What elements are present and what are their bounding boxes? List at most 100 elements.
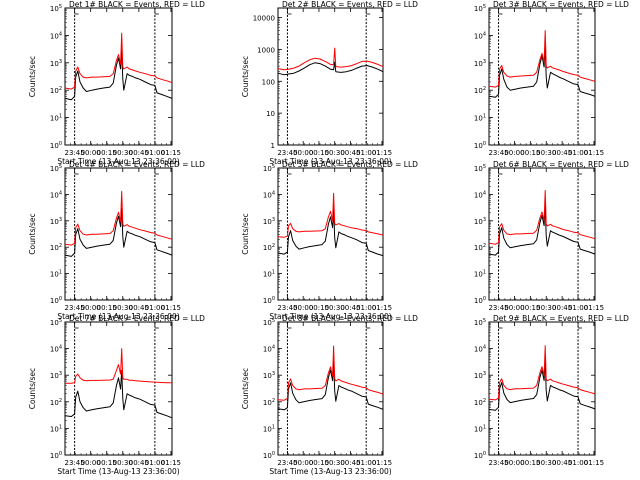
panel-9-series-events bbox=[488, 360, 596, 411]
panel-5-xtick-label: 01:00 bbox=[356, 304, 376, 312]
panel-1-xtick-label: 01:00 bbox=[145, 149, 165, 157]
panel-6-ytick-label: 104 bbox=[474, 190, 486, 199]
panel-1-ytick-label: 104 bbox=[50, 31, 62, 40]
panel-2-xtick-label: 00:45 bbox=[340, 149, 360, 157]
panel-1-xtick-label: 23:45 bbox=[65, 149, 85, 157]
panel-3-xtick-label: 00:45 bbox=[552, 149, 572, 157]
panel-5-plot-frame bbox=[277, 167, 384, 301]
panel-8-xtick-label: 00:45 bbox=[340, 459, 360, 467]
panel-9-ytick-label: 102 bbox=[474, 398, 486, 407]
panel-5-xaxis-label: Start Time (13-Aug-13 23:36:00) bbox=[269, 312, 391, 321]
panel-6-title: Det 6# BLACK = Events, RED = LLD bbox=[493, 160, 629, 169]
panel-3-series-events bbox=[488, 45, 596, 98]
panel-8-title: Det 8# BLACK = Events, RED = LLD bbox=[282, 314, 418, 323]
panel-7-ytick-label: 104 bbox=[50, 345, 62, 354]
panel-1-ytick-label: 100 bbox=[50, 141, 62, 150]
panel-2-plot-frame bbox=[277, 7, 384, 146]
panel-3-xtick-label: 01:00 bbox=[568, 149, 588, 157]
panel-7-ytick-label: 102 bbox=[50, 398, 62, 407]
panel-4-xtick-label: 00:30 bbox=[113, 304, 133, 312]
panel-6-ytick-label: 101 bbox=[474, 270, 486, 279]
panel-3-ytick-label: 104 bbox=[474, 31, 486, 40]
panel-9-ytick-label: 103 bbox=[474, 371, 486, 380]
panel-6-ytick-label: 103 bbox=[474, 217, 486, 226]
panel-9-ytick-label: 100 bbox=[474, 451, 486, 460]
panel-5-yaxis-label: Counts/sec bbox=[241, 213, 250, 254]
panel-5-xtick-label: 01:15 bbox=[372, 304, 392, 312]
panel-2-xtick-label: 01:15 bbox=[372, 149, 392, 157]
panel-4-yaxis-label: Counts/sec bbox=[28, 213, 37, 254]
panel-7-series-lld bbox=[65, 348, 172, 384]
panel-4-series-events bbox=[64, 207, 173, 257]
panel-4-ytick-label: 102 bbox=[50, 243, 62, 252]
panel-1-xtick-label: 00:00 bbox=[81, 149, 101, 157]
panel-6-ytick-label: 100 bbox=[474, 296, 486, 305]
panel-3-xtick-label: 23:45 bbox=[488, 149, 508, 157]
panel-7-xtick-label: 01:00 bbox=[145, 459, 165, 467]
panel-3-ytick-label: 101 bbox=[474, 114, 486, 123]
panel-9-series-lld bbox=[488, 345, 596, 401]
panel-2-ytick-label: 1000 bbox=[257, 46, 275, 54]
panel-5-ytick-label: 103 bbox=[263, 217, 275, 226]
panel-8-xtick-label: 00:15 bbox=[309, 459, 329, 467]
panel-3-title: Det 3# BLACK = Events, RED = LLD bbox=[493, 0, 629, 9]
panel-9-ytick-label: 101 bbox=[474, 424, 486, 433]
panel-6-xtick-label: 01:15 bbox=[584, 304, 604, 312]
panel-5-ytick-label: 104 bbox=[263, 190, 275, 199]
panel-2-xtick-label: 01:00 bbox=[356, 149, 376, 157]
panel-7-xtick-label: 00:30 bbox=[113, 459, 133, 467]
panel-9-ytick-label: 105 bbox=[474, 318, 486, 327]
panel-8-ytick-label: 103 bbox=[263, 371, 275, 380]
panel-4-ytick-label: 104 bbox=[50, 190, 62, 199]
panel-8-series-lld bbox=[277, 345, 384, 401]
panel-7-xtick-label: 00:00 bbox=[81, 459, 101, 467]
panel-2-xtick-label: 00:00 bbox=[293, 149, 313, 157]
panel-1-series-events bbox=[64, 49, 173, 101]
panel-5-xtick-label: 00:00 bbox=[293, 304, 313, 312]
panel-8-xtick-label: 01:15 bbox=[372, 459, 392, 467]
panel-9-xtick-label: 01:15 bbox=[584, 459, 604, 467]
panel-4-xtick-label: 01:00 bbox=[145, 304, 165, 312]
panel-7-yaxis-label: Counts/sec bbox=[28, 368, 37, 409]
panel-3-xtick-label: 00:00 bbox=[504, 149, 524, 157]
panel-6-xtick-label: 00:45 bbox=[552, 304, 572, 312]
panel-7-xaxis-label: Start Time (13-Aug-13 23:36:00) bbox=[57, 467, 179, 476]
panel-3-xtick-label: 00:15 bbox=[520, 149, 540, 157]
panel-3-ytick-label: 102 bbox=[474, 86, 486, 95]
panel-1-series-lld bbox=[64, 32, 173, 90]
panel-4-xtick-label: 01:15 bbox=[161, 304, 181, 312]
panel-1-ytick-label: 102 bbox=[50, 86, 62, 95]
panel-8-ytick-label: 104 bbox=[263, 345, 275, 354]
panel-5-series-events bbox=[277, 208, 384, 257]
panel-2-ytick-label: 10 bbox=[266, 110, 275, 118]
panel-6-xtick-label: 01:00 bbox=[568, 304, 588, 312]
panel-8-xtick-label: 23:45 bbox=[277, 459, 297, 467]
panel-7-xtick-label: 00:45 bbox=[129, 459, 149, 467]
panel-4-title: Det 4# BLACK = Events, RED = LLD bbox=[69, 160, 205, 169]
panel-1-xaxis-label: Start Time (13-Aug-13 23:36:00) bbox=[57, 157, 179, 166]
panel-4-xtick-label: 00:00 bbox=[81, 304, 101, 312]
panel-7-ytick-label: 105 bbox=[50, 318, 62, 327]
panel-5-title: Det 5# BLACK = Events, RED = LLD bbox=[282, 160, 418, 169]
panel-6-xtick-label: 00:15 bbox=[520, 304, 540, 312]
panel-1-ytick-label: 101 bbox=[50, 114, 62, 123]
panel-8-xtick-label: 00:30 bbox=[325, 459, 345, 467]
panel-1-ytick-label: 103 bbox=[50, 59, 62, 68]
panel-7-xtick-label: 23:45 bbox=[65, 459, 85, 467]
panel-2-title: Det 2# BLACK = Events, RED = LLD bbox=[282, 0, 418, 9]
panel-8-xtick-label: 00:00 bbox=[293, 459, 313, 467]
panel-9-title: Det 9# BLACK = Events, RED = LLD bbox=[493, 314, 629, 323]
panel-7-series-events bbox=[64, 370, 173, 419]
panel-1-yaxis-label: Counts/sec bbox=[28, 56, 37, 97]
panel-3-ytick-label: 105 bbox=[474, 4, 486, 13]
panel-2-ytick-label: 10000 bbox=[253, 15, 275, 23]
panel-4-xtick-label: 00:45 bbox=[129, 304, 149, 312]
panel-3-ytick-label: 103 bbox=[474, 59, 486, 68]
panel-2-series-events bbox=[277, 61, 384, 76]
panel-2-xtick-label: 00:15 bbox=[309, 149, 329, 157]
panel-7-ytick-label: 100 bbox=[50, 451, 62, 460]
panel-9-xtick-label: 00:45 bbox=[552, 459, 572, 467]
panel-9-xtick-label: 01:00 bbox=[568, 459, 588, 467]
panel-1-xtick-label: 01:15 bbox=[161, 149, 181, 157]
panel-3-ytick-label: 100 bbox=[474, 141, 486, 150]
